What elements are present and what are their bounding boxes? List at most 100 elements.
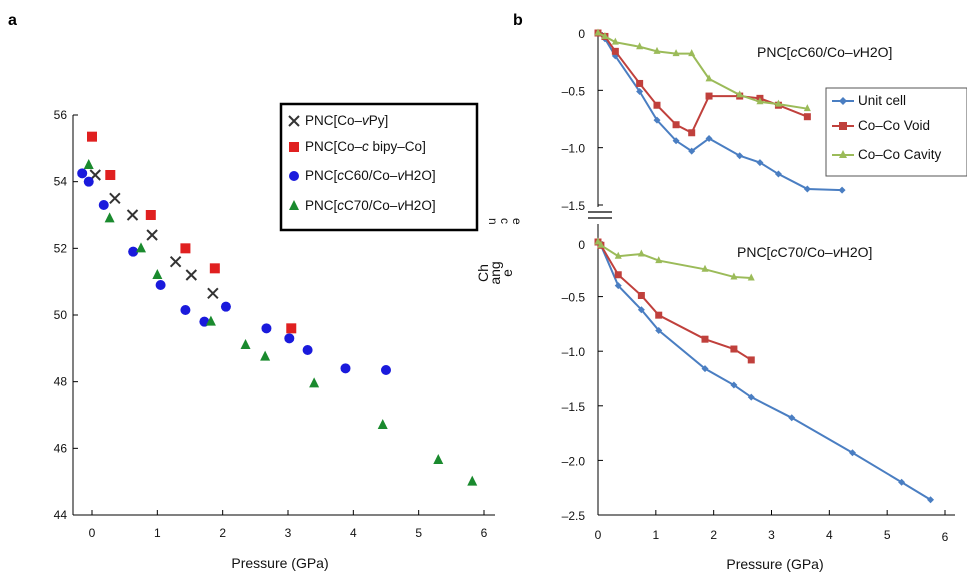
panel-b-upper-point-s2	[636, 42, 644, 50]
panel-b-lower-point-s1	[614, 271, 622, 279]
panel-b-upper-point-s2	[736, 90, 744, 98]
panel-a-point-s3	[377, 419, 388, 429]
panel-b-upper-point-s1	[672, 121, 680, 129]
panel-a-point-s2	[381, 365, 391, 375]
panel-a-y-tick-label: 52	[54, 241, 68, 255]
panel-b-lower-y-tick-label: –0.5	[562, 291, 586, 305]
panel-b-lower-y-tick-label: –1.0	[562, 345, 586, 359]
side-label-line-0: Ch	[475, 264, 491, 282]
panel-b-upper-point-s1	[705, 92, 713, 100]
panel-a-y-tick-label: 46	[54, 441, 68, 455]
panel-b-upper-point-s0	[803, 185, 811, 193]
panel-a-point-s3	[104, 212, 115, 223]
panel-b-legend-marker	[839, 150, 847, 158]
panel-b-upper-point-s1	[636, 79, 644, 87]
panel-a-x-tick-label: 2	[219, 526, 226, 540]
panel-a-point-s0	[146, 229, 158, 241]
panel-b-lower-y-tick-label: 0	[578, 238, 585, 252]
panel-b-legend-label: Co–Co Void	[858, 118, 930, 133]
panel-a-y-tick-label: 56	[54, 108, 68, 122]
panel-a-point-s3	[152, 269, 163, 279]
panel-a-point-s3	[205, 315, 216, 326]
panel-b-x-tick-label: 0	[595, 528, 602, 542]
side-label-line-2: e	[499, 269, 515, 277]
panel-b-lower-point-s0	[788, 414, 796, 422]
panel-b-upper-point-s0	[838, 186, 846, 194]
panel-a-point-s1	[87, 131, 97, 142]
panel-b-lower-point-s0	[927, 496, 935, 504]
panel-a-point-s2	[220, 301, 231, 312]
panel-b-upper-point-s2	[688, 49, 696, 57]
panel-a-point-s2	[83, 176, 94, 187]
panel-a-point-s2	[77, 168, 88, 179]
panel-b-upper-point-s0	[705, 134, 713, 142]
panel-b-upper-point-s2	[803, 104, 811, 112]
panel-b-upper-point-s2	[774, 99, 782, 107]
panel-b-x-tick-label: 6	[942, 530, 949, 544]
panel-a-x-label: Pressure (GPa)	[231, 555, 328, 571]
panel-a-point-s3	[240, 339, 251, 349]
panel-b-legend-box	[825, 87, 967, 177]
panel-b-lower-point-s2	[594, 237, 602, 245]
panel-b-lower-annotation: PNC[cC70/Co–vH2O]	[737, 244, 872, 260]
panel-a-legend-marker	[289, 200, 299, 210]
panel-a-point-s0	[169, 255, 182, 268]
panel-a-point-s1	[286, 323, 297, 334]
side-label-rot-0: n	[486, 218, 500, 225]
side-label-line-1: ang	[487, 261, 503, 284]
panel-a-point-s2	[128, 246, 139, 257]
panel-b-lower-point-s0	[848, 449, 856, 457]
panel-b-upper-point-s2	[672, 49, 680, 57]
panel-b-x-tick-label: 5	[884, 528, 891, 542]
panel-b-upper-point-s2	[601, 31, 609, 39]
panel-b-upper-point-s0	[756, 159, 764, 167]
panel-b-lower-line-s0	[597, 241, 932, 501]
panel-a-point-s0	[109, 192, 121, 205]
panel-a-point-s1	[209, 263, 220, 274]
panel-b-upper-point-s1	[653, 101, 661, 109]
panel-b-lower-point-s1	[655, 311, 663, 319]
panel-b-upper-y-tick-label: –1.5	[562, 199, 586, 213]
panel-a-point-s1	[145, 210, 156, 220]
panel-b-upper-point-s0	[688, 147, 696, 155]
panel-b-upper-point-s1	[611, 47, 619, 55]
panel-b-lower-point-s0	[655, 326, 663, 334]
panel-a-point-s2	[155, 280, 166, 290]
panel-a-point-s2	[302, 345, 313, 355]
panel-a-point-s1	[105, 170, 116, 180]
panel-a-point-s3	[433, 454, 444, 464]
panel-a-label: a	[8, 12, 17, 29]
panel-a-x-tick-label: 0	[89, 526, 96, 540]
panel-b-x-tick-label: 1	[652, 528, 659, 542]
panel-b-legend-label: Unit cell	[858, 93, 906, 108]
panel-b-legend-marker	[839, 122, 847, 130]
panel-b-lower-point-s1	[701, 335, 709, 343]
panel-b-legend-label: Co–Co Cavity	[858, 147, 942, 162]
panel-a-point-s0	[207, 287, 219, 300]
panel-a-y-tick-label: 48	[54, 375, 68, 389]
panel-a-point-s1	[180, 243, 191, 254]
panel-b-lower-point-s2	[730, 272, 738, 280]
panel-a-point-s3	[83, 159, 94, 169]
panel-b-x-label: Pressure (GPa)	[726, 556, 823, 572]
panel-a-y-tick-label: 50	[54, 308, 68, 322]
panel-a-point-s0	[126, 209, 139, 221]
panel-b-upper-point-s0	[636, 87, 644, 95]
panel-a-x-tick-label: 1	[154, 526, 161, 540]
panel-a-legend-label: PNC[Co–vPy]	[305, 113, 388, 128]
panel-a-y-tick-label: 54	[54, 175, 68, 189]
panel-b-lower-point-s1	[637, 292, 645, 300]
panel-b-upper-point-s0	[736, 152, 744, 160]
panel-a-legend-label: PNC[Co–c bipy–Co]	[305, 139, 426, 154]
panel-a-point-s2	[340, 363, 351, 374]
side-change-label: n c e Ch ang e	[475, 218, 524, 285]
panel-b-upper-point-s0	[672, 137, 680, 145]
panel-b-lower-y-tick-label: –2.5	[562, 509, 586, 523]
panel-b-lower-y-tick-label: –1.5	[562, 400, 586, 414]
panel-a-legend: PNC[Co–vPy] PNC[Co–c bipy–Co] PNC[cC60/Co–…	[279, 102, 479, 232]
panel-b-lower-point-s2	[637, 249, 645, 257]
panel-a-x-tick-label: 4	[350, 526, 357, 540]
panel-a-point-s0	[185, 269, 198, 281]
